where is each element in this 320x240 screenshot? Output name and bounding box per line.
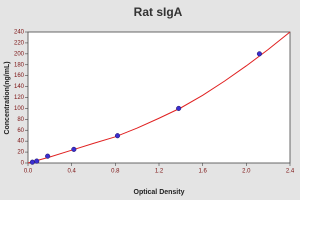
data-point xyxy=(71,146,77,152)
chart-title: Rat sIgA xyxy=(134,5,183,19)
plot-area xyxy=(27,31,291,164)
x-tick-label: 2.4 xyxy=(286,169,295,175)
x-tick-label: 1.6 xyxy=(198,169,207,175)
data-point xyxy=(176,105,182,111)
y-tick-label: 180 xyxy=(14,62,25,68)
data-point xyxy=(45,153,51,159)
x-tick-label: 1.2 xyxy=(155,169,164,175)
y-tick-label: 80 xyxy=(17,117,24,123)
y-axis-label: Concentration(ng/mL) xyxy=(4,61,11,134)
y-tick-label: 160 xyxy=(14,73,25,79)
data-point xyxy=(256,51,262,57)
x-axis-label: Optical Density xyxy=(134,189,185,196)
y-tick-label: 0 xyxy=(21,161,25,167)
x-tick-label: 0.0 xyxy=(24,169,33,175)
y-tick-label: 100 xyxy=(14,106,25,112)
y-tick-label: 120 xyxy=(14,95,25,101)
y-tick-label: 40 xyxy=(17,139,24,145)
y-tick-label: 220 xyxy=(14,40,25,46)
x-tick-label: 0.4 xyxy=(67,169,76,175)
y-tick-label: 200 xyxy=(14,51,25,57)
data-point xyxy=(29,159,35,165)
y-tick-label: 240 xyxy=(14,30,25,36)
data-point xyxy=(114,133,121,139)
data-point xyxy=(34,158,40,164)
chart: Rat sIgA Optical Density Concentration(n… xyxy=(0,0,300,200)
x-tick-label: 2.0 xyxy=(242,169,251,175)
x-tick-label: 0.8 xyxy=(111,169,120,175)
y-tick-label: 140 xyxy=(14,84,25,90)
y-tick-label: 60 xyxy=(17,128,24,134)
y-tick-label: 20 xyxy=(17,150,24,156)
